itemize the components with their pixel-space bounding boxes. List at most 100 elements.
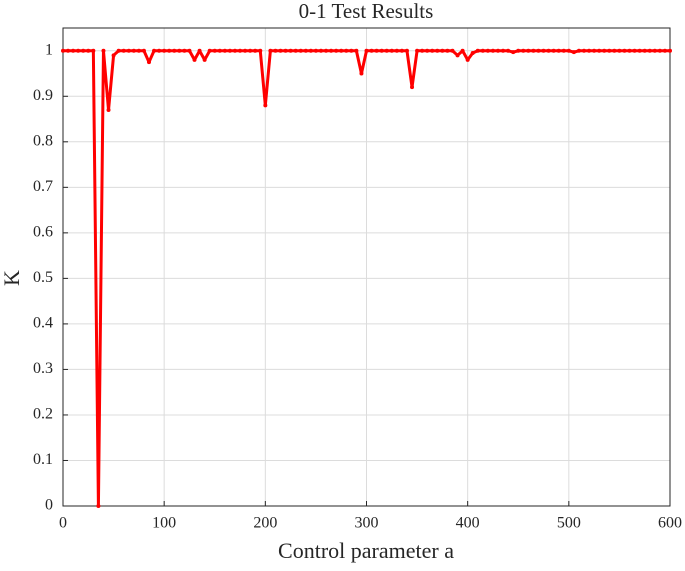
data-point — [308, 48, 313, 53]
data-point — [334, 48, 339, 53]
data-point — [369, 48, 374, 53]
data-point — [652, 48, 657, 53]
data-point — [349, 48, 354, 53]
x-tick-label: 100 — [152, 515, 176, 532]
x-tick-label: 0 — [59, 515, 67, 532]
data-point — [116, 48, 121, 53]
data-point — [121, 48, 126, 53]
data-point — [541, 48, 546, 53]
data-point — [298, 48, 303, 53]
data-point — [182, 48, 187, 53]
data-point — [288, 48, 293, 53]
y-tick-label: 0.4 — [33, 315, 53, 332]
data-point — [622, 48, 627, 53]
data-point — [126, 48, 131, 53]
data-point — [248, 48, 253, 53]
y-tick-label: 0.3 — [33, 360, 53, 377]
data-point — [501, 48, 506, 53]
data-point — [101, 48, 106, 53]
data-point — [227, 48, 232, 53]
data-point — [404, 48, 409, 53]
data-point — [96, 504, 101, 508]
data-point — [465, 57, 470, 62]
data-point — [430, 48, 435, 53]
x-tick-label: 300 — [355, 515, 379, 532]
data-point — [415, 48, 420, 53]
data-point — [238, 48, 243, 53]
data-point — [339, 48, 344, 53]
data-point — [61, 48, 65, 53]
plot-frame — [62, 27, 671, 507]
data-point — [399, 48, 404, 53]
data-point — [410, 85, 415, 90]
data-point — [324, 48, 329, 53]
data-point — [136, 48, 141, 53]
data-point — [571, 50, 576, 55]
data-point — [394, 48, 399, 53]
data-point — [197, 48, 202, 53]
data-point — [81, 48, 86, 53]
data-point — [612, 48, 617, 53]
data-point — [607, 48, 612, 53]
data-point — [157, 48, 162, 53]
data-point — [293, 48, 298, 53]
data-point — [263, 103, 268, 108]
data-point — [273, 48, 278, 53]
data-point — [602, 48, 607, 53]
data-point — [496, 48, 501, 53]
data-point — [76, 48, 81, 53]
data-point — [511, 50, 516, 55]
data-point — [66, 48, 71, 53]
data-point — [592, 48, 597, 53]
data-point — [283, 48, 288, 53]
data-point — [536, 48, 541, 53]
data-point — [455, 53, 460, 58]
y-tick-label: 0.8 — [33, 132, 53, 149]
data-point — [232, 48, 237, 53]
data-point — [647, 48, 652, 53]
data-point — [597, 48, 602, 53]
data-point — [546, 48, 551, 53]
y-tick-label: 1 — [45, 41, 53, 58]
data-point — [657, 48, 662, 53]
y-tick-label: 0.6 — [33, 224, 53, 241]
y-tick-label: 0.9 — [33, 87, 53, 104]
data-point — [364, 48, 369, 53]
x-tick-label: 600 — [658, 515, 682, 532]
data-point — [627, 48, 632, 53]
data-point — [445, 48, 450, 53]
data-point — [450, 48, 455, 53]
data-point — [582, 48, 587, 53]
data-point — [202, 57, 207, 62]
data-point — [141, 48, 146, 53]
data-point — [460, 48, 465, 53]
data-point — [435, 48, 440, 53]
data-point — [379, 48, 384, 53]
data-point — [91, 48, 96, 53]
x-tick-label: 500 — [557, 515, 581, 532]
data-point — [268, 48, 273, 53]
y-axis-label: K — [0, 270, 24, 286]
data-point — [531, 48, 536, 53]
data-point — [162, 48, 167, 53]
data-point — [576, 48, 581, 53]
data-point — [359, 71, 364, 76]
data-point — [146, 60, 151, 65]
data-point — [475, 48, 480, 53]
chart-title: 0-1 Test Results — [299, 0, 434, 23]
data-point — [506, 48, 511, 53]
data-point — [587, 48, 592, 53]
data-point — [318, 48, 323, 53]
data-point — [617, 48, 622, 53]
data-point — [86, 48, 91, 53]
x-tick-label: 400 — [456, 515, 480, 532]
data-point — [278, 48, 283, 53]
y-tick-label: 0.1 — [33, 451, 53, 468]
data-point — [222, 48, 227, 53]
data-point — [192, 57, 197, 62]
data-point — [217, 48, 222, 53]
data-point — [637, 48, 642, 53]
data-point — [420, 48, 425, 53]
data-point — [490, 48, 495, 53]
